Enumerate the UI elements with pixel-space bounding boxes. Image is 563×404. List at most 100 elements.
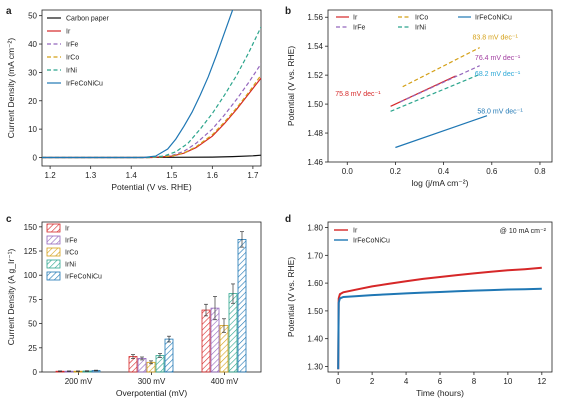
y-tick-label: 100 xyxy=(24,271,38,280)
legend-entry: IrCo xyxy=(65,250,78,257)
legend-swatch xyxy=(46,259,61,269)
x-tick-label: 10 xyxy=(503,377,512,386)
series-line-irfeconicu xyxy=(42,10,234,159)
series-line-irni xyxy=(42,26,261,159)
x-tick-label: 0.0 xyxy=(342,167,354,176)
bar-ir xyxy=(128,356,138,373)
y-tick-label: 30 xyxy=(28,68,37,77)
slope-annotation: 58.0 mV dec⁻¹ xyxy=(477,109,523,116)
series-line-irfe xyxy=(400,65,480,103)
plot-frame xyxy=(327,221,553,373)
legend-entry: Ir xyxy=(353,15,358,22)
legend-entry: IrFe xyxy=(66,42,79,49)
y-tick-label: 125 xyxy=(24,247,38,256)
series-line-ir xyxy=(337,266,542,370)
series-line-irfeconicu xyxy=(395,115,488,149)
plot-frame xyxy=(41,9,262,167)
y-tick-label: 1.50 xyxy=(307,307,323,316)
slope-annotation: 83.8 mV dec⁻¹ xyxy=(473,35,519,42)
y-tick-label: 1.52 xyxy=(307,71,323,80)
y-axis-label: Current Density (A g_Ir⁻¹) xyxy=(6,249,16,346)
x-tick-label: 2 xyxy=(370,377,375,386)
series-group xyxy=(42,10,261,159)
legend-entry: IrFeCoNiCu xyxy=(65,274,102,281)
x-tick-label: 400 mV xyxy=(211,377,239,386)
y-tick-label: 1.50 xyxy=(307,100,323,109)
bar-irni xyxy=(155,355,165,373)
y-axis-label: Potential (V vs. RHE) xyxy=(286,46,296,126)
slope-annotation: 75.8 mV dec⁻¹ xyxy=(335,91,381,98)
legend-entry: IrFe xyxy=(353,25,366,32)
legend-swatch xyxy=(46,247,61,257)
y-tick-label: 20 xyxy=(28,97,37,106)
legend-entry: IrCo xyxy=(66,55,79,62)
x-axis-label: log (j/mA cm⁻²) xyxy=(412,178,469,188)
chart-panel-c: 0 25 50 75 100 125 150 200 mV 300 mV 400 mV Overpo… xyxy=(6,221,262,398)
x-tick-label: 1.6 xyxy=(207,171,219,180)
legend-entry: Carbon paper xyxy=(66,16,109,23)
y-tick-label: 40 xyxy=(28,40,37,49)
slope-annotation: 76.4 mV dec⁻¹ xyxy=(475,55,521,62)
bar-irfe xyxy=(137,358,147,373)
legend-swatch xyxy=(46,235,61,245)
y-tick-label: 50 xyxy=(28,12,37,21)
series-line-irni xyxy=(390,73,480,112)
current-density-annotation: @ 10 mA cm⁻² xyxy=(500,228,547,235)
x-tick-label: 0 xyxy=(336,377,341,386)
y-tick-label: 75 xyxy=(28,295,37,304)
legend-entry: IrNi xyxy=(415,25,426,32)
bar-irfeconicu xyxy=(237,239,247,373)
y-tick-label: 1.54 xyxy=(307,42,323,51)
chart-panel-b: 0.0 0.2 0.4 0.6 0.8 1.46 1.48 1.50 1.52 1.54 1.56 l… xyxy=(286,9,553,188)
series-line-irco xyxy=(402,47,480,88)
x-tick-label: 0.6 xyxy=(486,167,498,176)
legend-entry: IrNi xyxy=(66,68,77,75)
series-line-irfeconicu xyxy=(337,287,542,370)
x-tick-label: 1.7 xyxy=(247,171,259,180)
y-tick-label: 1.70 xyxy=(307,251,323,260)
y-tick-label: 1.56 xyxy=(307,13,323,22)
legend-swatch xyxy=(46,223,61,233)
legend-entry: Ir xyxy=(66,29,71,36)
panel-label-b: b xyxy=(285,6,291,17)
y-tick-label: 1.46 xyxy=(307,158,323,167)
bar-irfeconicu xyxy=(164,338,174,373)
x-tick-label: 0.8 xyxy=(534,167,546,176)
x-tick-label: 1.4 xyxy=(126,171,138,180)
plot-frame xyxy=(327,9,553,163)
legend-entry: IrFeCoNiCu xyxy=(475,15,512,22)
slope-annotation: 68.2 mV dec⁻¹ xyxy=(475,71,521,78)
legend-entry: IrFe xyxy=(65,238,78,245)
legend-entry: IrFeCoNiCu xyxy=(66,81,103,88)
x-tick-label: 4 xyxy=(404,377,409,386)
x-tick-label: 300 mV xyxy=(138,377,166,386)
series-line-irco xyxy=(42,74,261,159)
y-tick-label: 150 xyxy=(24,223,38,232)
x-tick-label: 6 xyxy=(438,377,443,386)
x-tick-label: 8 xyxy=(472,377,477,386)
bar-irni xyxy=(228,293,238,373)
y-tick-label: 50 xyxy=(28,320,37,329)
y-axis-label: Current Density (mA cm⁻²) xyxy=(6,38,16,139)
x-tick-label: 12 xyxy=(537,377,546,386)
x-tick-label: 1.2 xyxy=(45,171,57,180)
legend-entry: IrFeCoNiCu xyxy=(353,238,390,245)
x-axis-label: Potential (V vs. RHE) xyxy=(111,182,191,192)
y-tick-label: 1.40 xyxy=(307,335,323,344)
y-axis-label: Potential (V vs. RHE) xyxy=(286,257,296,337)
x-tick-label: 0.2 xyxy=(390,167,402,176)
panel-label-a: a xyxy=(6,6,12,17)
chart-panel-a: 1.2 1.3 1.4 1.5 1.6 1.7 0 10 20 30 40 50 Potential (… xyxy=(6,9,262,192)
legend-swatch xyxy=(46,271,61,281)
x-tick-label: 1.3 xyxy=(85,171,97,180)
y-tick-label: 1.30 xyxy=(307,362,323,371)
panel-label-d: d xyxy=(285,214,291,225)
y-tick-label: 1.48 xyxy=(307,129,323,138)
y-tick-label: 10 xyxy=(28,125,37,134)
panel-label-c: c xyxy=(6,214,12,225)
x-tick-label: 0.4 xyxy=(438,167,450,176)
y-tick-label: 0 xyxy=(33,153,38,162)
legend-entry: IrCo xyxy=(415,15,428,22)
x-axis-label: Overpotential (mV) xyxy=(116,388,187,398)
